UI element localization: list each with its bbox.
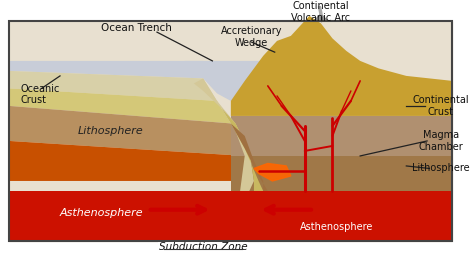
- Text: Subduction Zone: Subduction Zone: [159, 242, 247, 252]
- Polygon shape: [9, 106, 245, 156]
- Polygon shape: [231, 123, 268, 191]
- Polygon shape: [185, 61, 268, 101]
- Text: Magma
Chamber: Magma Chamber: [419, 130, 463, 152]
- Text: Continental
Volcanic Arc: Continental Volcanic Arc: [292, 1, 350, 23]
- Polygon shape: [231, 116, 453, 156]
- Polygon shape: [231, 156, 453, 191]
- Polygon shape: [9, 71, 217, 101]
- Text: Asthenosphere: Asthenosphere: [60, 208, 144, 218]
- Polygon shape: [9, 141, 249, 181]
- Polygon shape: [231, 16, 453, 116]
- Polygon shape: [194, 78, 254, 191]
- Polygon shape: [9, 88, 231, 123]
- Polygon shape: [231, 191, 453, 241]
- Polygon shape: [217, 101, 263, 191]
- Text: Asthenosphere: Asthenosphere: [301, 222, 374, 232]
- Polygon shape: [254, 163, 291, 181]
- Polygon shape: [9, 191, 453, 241]
- Polygon shape: [9, 61, 203, 78]
- Bar: [9, 21, 453, 241]
- Text: Ocean Trench: Ocean Trench: [101, 23, 172, 33]
- Text: Lithosphere: Lithosphere: [78, 126, 144, 136]
- Text: Oceanic
Crust: Oceanic Crust: [21, 84, 60, 105]
- Text: Continental
Crust: Continental Crust: [413, 95, 469, 117]
- Text: Lithosphere: Lithosphere: [412, 163, 470, 174]
- Polygon shape: [314, 13, 328, 21]
- Text: Accretionary
Wedge: Accretionary Wedge: [221, 26, 283, 48]
